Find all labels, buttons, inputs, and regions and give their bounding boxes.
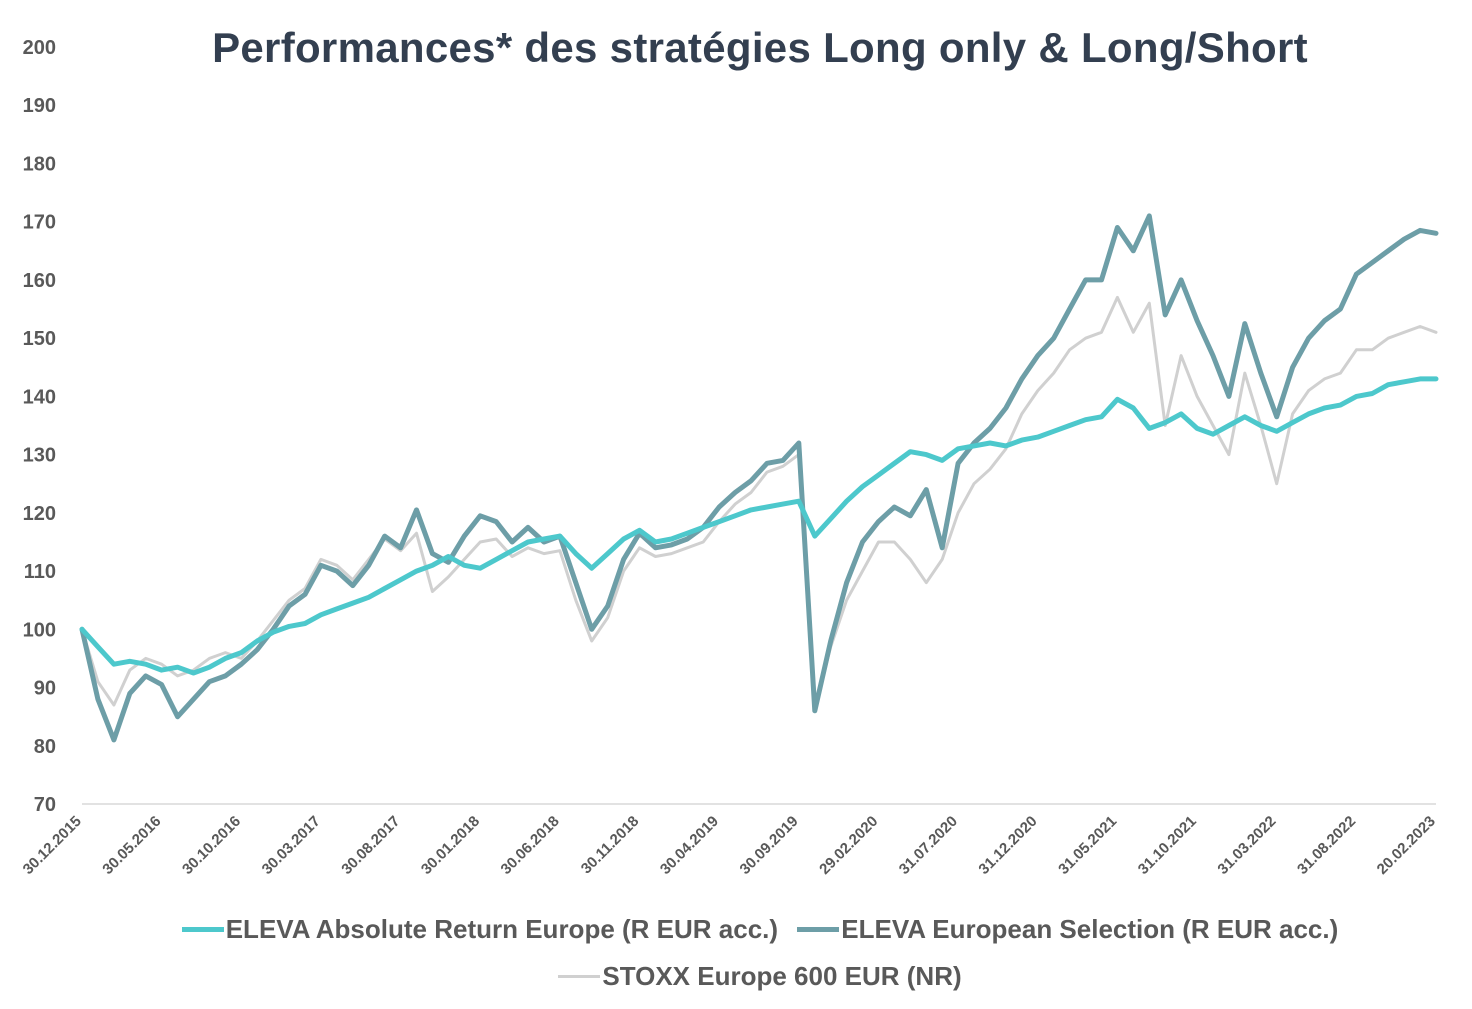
x-tick-label: 30.01.2018: [418, 813, 483, 878]
legend-swatch-stoxx: [558, 975, 601, 978]
y-tick-label: 170: [23, 212, 56, 234]
x-tick-label: 31.05.2021: [1055, 813, 1120, 878]
legend-item-stoxx: STOXX Europe 600 EUR (NR): [558, 961, 962, 992]
y-tick-label: 100: [23, 619, 56, 641]
y-tick-label: 140: [23, 386, 56, 408]
legend-item-european-selection: ELEVA European Selection (R EUR acc.): [797, 914, 1338, 945]
y-tick-label: 160: [23, 270, 56, 292]
y-tick-label: 130: [23, 445, 56, 467]
x-tick-label: 31.07.2020: [896, 813, 961, 878]
x-tick-label: 30.12.2015: [20, 813, 85, 878]
y-tick-label: 190: [23, 95, 56, 117]
y-tick-label: 200: [23, 37, 56, 59]
y-tick-label: 150: [23, 328, 56, 350]
x-tick-label: 30.08.2017: [338, 813, 403, 878]
x-tick-label: 31.10.2021: [1135, 813, 1200, 878]
series-line-1: [79, 213, 1439, 743]
series-line-2: [80, 295, 1438, 713]
x-tick-label: 30.09.2019: [737, 813, 802, 878]
plot-area: [79, 213, 1439, 743]
series-line-0: [79, 376, 1439, 676]
y-tick-label: 110: [24, 561, 56, 583]
x-tick-label: 30.11.2018: [578, 813, 643, 878]
legend-label-absolute-return: ELEVA Absolute Return Europe (R EUR acc.…: [225, 914, 779, 944]
chart-title: Performances* des stratégies Long only &…: [212, 24, 1308, 71]
x-tick-label: 31.12.2020: [975, 813, 1040, 878]
legend-row-2: STOXX Europe 600 EUR (NR): [0, 954, 1472, 992]
legend-row-1: ELEVA Absolute Return Europe (R EUR acc.…: [0, 908, 1472, 945]
legend-item-absolute-return: ELEVA Absolute Return Europe (R EUR acc.…: [181, 914, 779, 945]
y-tick-label: 120: [23, 503, 56, 525]
y-tick-label: 70: [34, 794, 56, 816]
x-tick-label: 30.06.2018: [498, 813, 563, 878]
x-tick-label: 30.03.2017: [259, 813, 324, 878]
x-tick-label: 30.04.2019: [657, 813, 722, 878]
y-tick-label: 180: [23, 153, 56, 175]
y-axis: 70 80 90 100 110 120 130 140 150 160 170 180 190 200: [23, 37, 56, 816]
x-tick-label: 30.05.2016: [99, 813, 164, 878]
x-tick-label: 29.02.2020: [816, 813, 881, 878]
y-tick-label: 80: [34, 736, 56, 758]
legend-label-european-selection: ELEVA European Selection (R EUR acc.): [841, 914, 1339, 944]
x-tick-label: 31.08.2022: [1294, 813, 1359, 878]
x-axis: 30.12.2015 30.05.2016 30.10.2016 30.03.2017…: [20, 803, 1439, 878]
y-tick-label: 90: [34, 678, 56, 700]
legend-label-stoxx: STOXX Europe 600 EUR (NR): [602, 961, 962, 991]
legend-swatch-absolute-return: [181, 927, 224, 932]
x-tick-label: 31.03.2022: [1214, 813, 1279, 878]
legend-swatch-european-selection: [797, 927, 840, 932]
x-tick-label: 30.10.2016: [179, 813, 244, 878]
x-tick-label: 20.02.2023: [1374, 813, 1439, 878]
